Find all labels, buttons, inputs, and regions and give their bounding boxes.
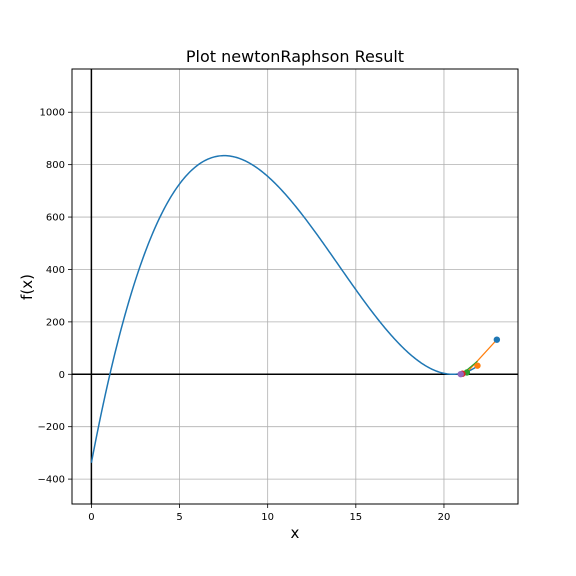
tangent-line <box>466 339 498 373</box>
iteration-point <box>457 370 464 378</box>
x-tick-label: 5 <box>176 512 182 523</box>
x-tick-label: 15 <box>349 512 362 523</box>
y-tick-label: −200 <box>38 422 65 433</box>
x-tick-label: 10 <box>261 512 274 523</box>
x-axis-ticks: 0 5 10 15 20 <box>88 504 450 523</box>
f-x-curve <box>90 154 480 463</box>
grid-lines <box>72 69 518 504</box>
iteration-points <box>457 336 501 378</box>
y-axis-ticks: −400 −200 0 200 400 600 800 1000 <box>38 108 72 486</box>
tangent-segments <box>458 339 498 375</box>
x-tick-label: 20 <box>438 512 451 523</box>
y-tick-label: 0 <box>59 370 65 381</box>
y-tick-label: −400 <box>38 475 65 486</box>
y-tick-label: 200 <box>46 317 65 328</box>
iteration-point <box>474 362 481 369</box>
plot-frame <box>71 68 519 505</box>
y-tick-label: 400 <box>46 265 65 276</box>
function-curve <box>90 154 480 463</box>
chart-title: Plot newtonRaphson Result <box>186 47 404 66</box>
iteration-point <box>493 336 501 343</box>
y-tick-label: 600 <box>46 213 65 224</box>
x-axis-label: x <box>291 524 300 542</box>
y-tick-label: 800 <box>46 160 65 171</box>
y-axis-label: f(x) <box>18 274 36 300</box>
x-tick-label: 0 <box>88 512 94 523</box>
y-tick-label: 1000 <box>40 108 65 119</box>
reference-axes <box>72 69 518 504</box>
